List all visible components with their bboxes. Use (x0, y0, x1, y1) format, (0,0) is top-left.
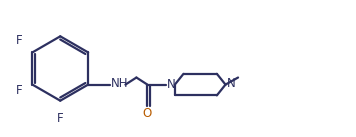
Text: F: F (57, 112, 64, 125)
Text: O: O (143, 107, 152, 120)
Text: N: N (227, 77, 236, 90)
Text: F: F (16, 84, 23, 97)
Text: NH: NH (111, 77, 129, 90)
Text: F: F (16, 34, 23, 47)
Text: N: N (167, 78, 176, 91)
